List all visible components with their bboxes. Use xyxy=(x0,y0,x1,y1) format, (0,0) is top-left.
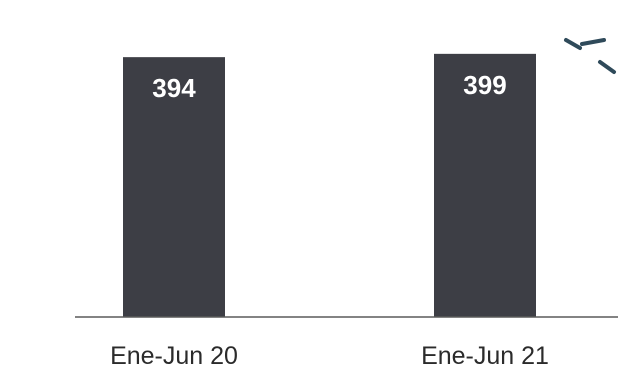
bar xyxy=(123,57,225,318)
bar-value-label: 399 xyxy=(463,70,506,100)
bar xyxy=(434,53,536,317)
bar-value-label: 394 xyxy=(152,73,196,103)
bars-group xyxy=(123,53,536,318)
x-tick-label: Ene-Jun 21 xyxy=(421,342,549,370)
x-tick-label: Ene-Jun 20 xyxy=(110,342,238,370)
data-labels-group: 394 399 xyxy=(152,70,506,103)
decorative-slash-icon xyxy=(564,38,616,74)
x-tick-labels-group: Ene-Jun 20 Ene-Jun 21 xyxy=(110,342,549,370)
